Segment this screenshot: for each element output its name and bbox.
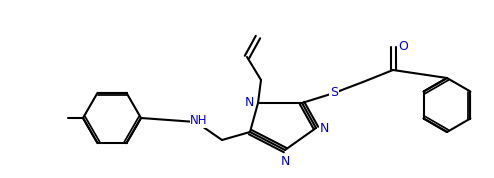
Text: O: O: [398, 41, 408, 54]
Text: N: N: [245, 96, 254, 109]
Text: S: S: [330, 87, 338, 100]
Text: N: N: [280, 155, 289, 168]
Text: N: N: [320, 122, 329, 135]
Text: NH: NH: [190, 114, 208, 127]
